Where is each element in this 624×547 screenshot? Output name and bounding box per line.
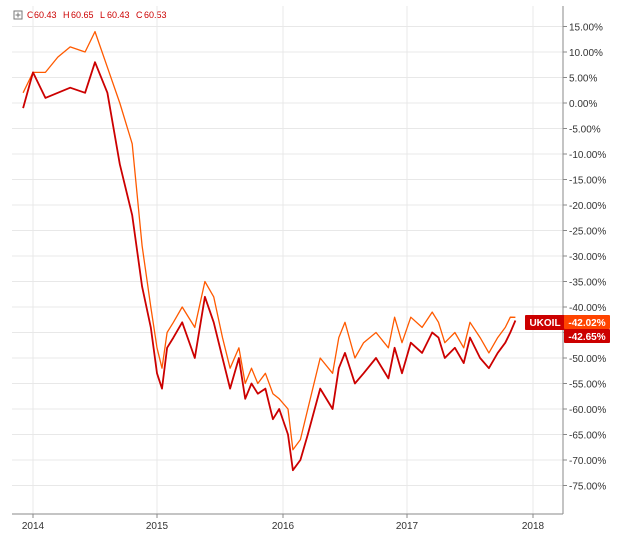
series-layer — [22, 30, 517, 472]
high-value: 60.65 — [71, 10, 94, 20]
axes: 15.00% 10.00% 5.00% 0.00% -5.00% -10.00% -15.0… — [12, 6, 606, 532]
upper-value-label: -42.02% — [568, 318, 605, 329]
x-tick-label: 2018 — [522, 521, 545, 532]
y-tick-label: -75.00% — [569, 482, 606, 493]
y-tick-label: -50.00% — [569, 354, 606, 365]
svg-text:O 60.43 H: O 60.43 H 60.65 L 60.43 C 60.53 — [27, 10, 167, 20]
close-label: C — [136, 10, 143, 20]
open-label: O — [27, 10, 34, 20]
lower-value-badge — [564, 329, 610, 343]
y-tick-label: -55.00% — [569, 380, 606, 391]
upper-value-badge — [564, 315, 610, 329]
low-label: L — [100, 10, 105, 20]
y-tick-label: 5.00% — [569, 74, 597, 85]
y-tick-label: 10.00% — [569, 48, 603, 59]
x-tick-label: 2017 — [396, 521, 419, 532]
y-tick-label: -15.00% — [569, 176, 606, 187]
high-label: H — [63, 10, 70, 20]
grid — [12, 6, 563, 514]
open-value: 60.43 — [34, 10, 57, 20]
lower-value-label: -42.65% — [568, 332, 605, 343]
x-tick-label: 2016 — [272, 521, 295, 532]
y-tick-label: -35.00% — [569, 278, 606, 289]
y-tick-label: 0.00% — [569, 99, 597, 110]
y-tick-label: 15.00% — [569, 23, 603, 34]
y-tick-label: -25.00% — [569, 227, 606, 238]
y-tick-label: -5.00% — [569, 125, 601, 136]
low-value: 60.43 — [107, 10, 130, 20]
x-tick-label: 2015 — [146, 521, 169, 532]
y-tick-label: -20.00% — [569, 201, 606, 212]
y-tick-label: -70.00% — [569, 456, 606, 467]
y-tick-label: -40.00% — [569, 303, 606, 314]
ohlc-header: O 60.43 H 60.65 L 60.43 C 60.53 — [13, 10, 167, 20]
symbol-badge — [525, 315, 565, 330]
series-line-dark — [22, 61, 517, 472]
symbol-badge-label: UKOIL — [529, 318, 560, 329]
price-badges: UKOIL -42.02% -42.65% — [525, 315, 610, 343]
x-tick-label: 2014 — [22, 521, 45, 532]
y-tick-label: -30.00% — [569, 252, 606, 263]
y-tick-label: -10.00% — [569, 150, 606, 161]
close-value: 60.53 — [144, 10, 167, 20]
y-tick-label: -60.00% — [569, 405, 606, 416]
series-line-orange — [22, 30, 516, 451]
y-tick-label: -65.00% — [569, 431, 606, 442]
